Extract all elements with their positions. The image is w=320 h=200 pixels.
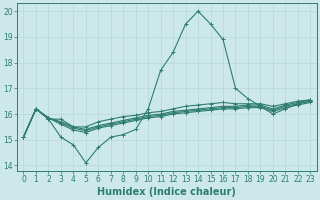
X-axis label: Humidex (Indice chaleur): Humidex (Indice chaleur): [98, 187, 236, 197]
